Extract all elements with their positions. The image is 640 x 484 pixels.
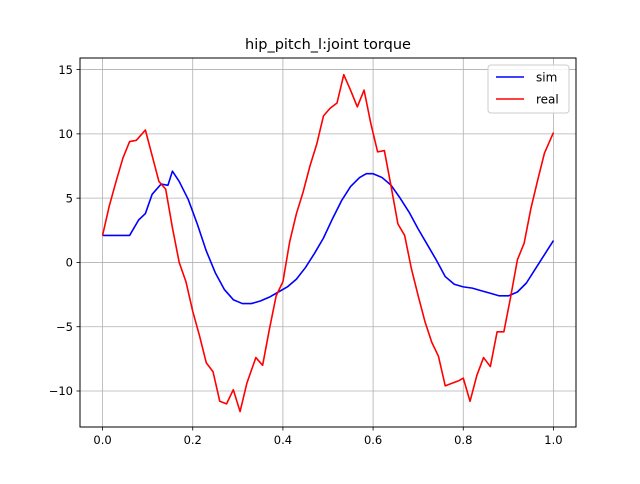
chart-title: hip_pitch_l:joint torque xyxy=(245,37,411,53)
y-tick-label: −10 xyxy=(49,384,73,398)
plot-frame xyxy=(79,57,577,428)
y-axis-ticks: −10 −5 0 5 10 15 xyxy=(49,63,80,398)
legend-label-real: real xyxy=(536,93,559,107)
x-tick-label: 0.0 xyxy=(93,433,111,447)
x-axis-ticks: 0.0 0.2 0.4 0.6 0.8 1.0 xyxy=(93,427,563,447)
legend: sim real xyxy=(487,64,570,114)
x-tick-label: 0.2 xyxy=(184,433,202,447)
y-tick-label: 5 xyxy=(66,191,73,205)
grid-lines xyxy=(80,58,576,427)
y-tick-label: −5 xyxy=(56,320,73,334)
x-tick-label: 0.6 xyxy=(364,433,382,447)
series-lines xyxy=(101,73,555,413)
y-tick-label: 0 xyxy=(66,256,73,270)
legend-label-sim: sim xyxy=(536,71,557,85)
x-tick-label: 0.8 xyxy=(454,433,472,447)
x-tick-label: 0.4 xyxy=(274,433,292,447)
y-tick-label: 15 xyxy=(58,63,73,77)
y-tick-label: 10 xyxy=(58,127,73,141)
series-line-sim xyxy=(102,170,555,305)
series-line-real xyxy=(101,73,555,413)
x-tick-label: 1.0 xyxy=(544,433,562,447)
